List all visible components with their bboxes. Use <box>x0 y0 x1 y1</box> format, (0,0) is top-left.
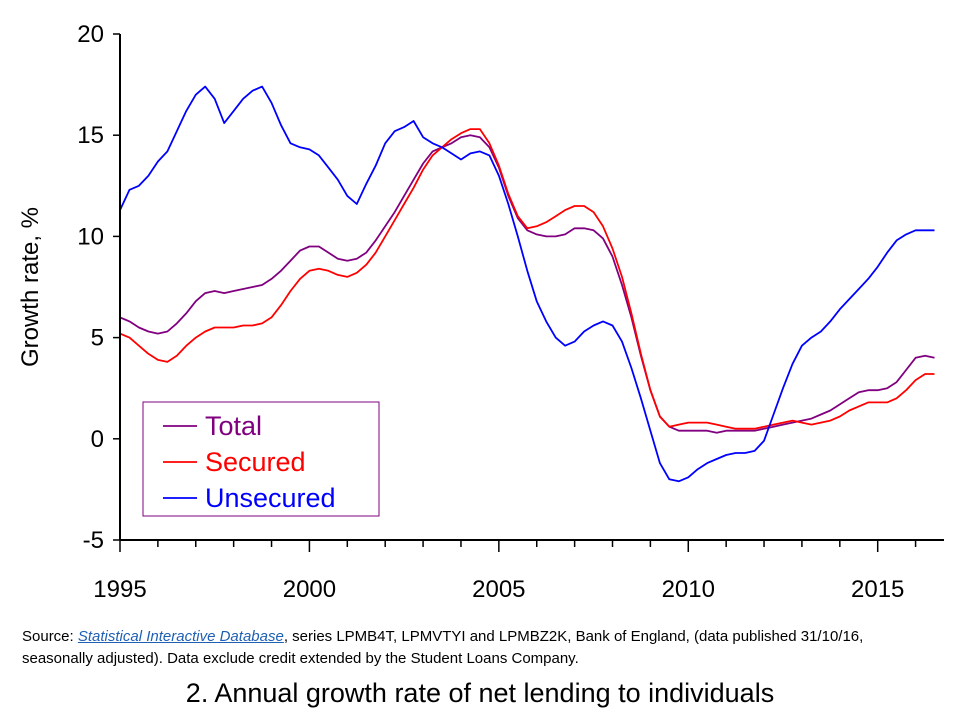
x-tick-label: 2005 <box>472 576 525 603</box>
legend-label-unsecured: Unsecured <box>205 483 336 513</box>
y-tick-label: 20 <box>77 21 104 48</box>
y-tick-label: -5 <box>83 527 104 554</box>
y-ticks: -5 0 5 10 15 20 <box>77 21 120 554</box>
source-link[interactable]: Statistical Interactive Database <box>77 628 284 645</box>
plot-lines <box>119 85 935 483</box>
legend-box <box>142 401 380 517</box>
source-prefix: Source: <box>22 628 78 645</box>
legend-items: Total Secured Unsecured <box>163 411 336 513</box>
x-tick-label: 2000 <box>283 576 336 603</box>
line-chart: -5 0 5 10 15 20 1995 2000 2005 2010 2015 Growth r… <box>17 21 944 603</box>
x-ticks: 1995 2000 2005 2010 2015 <box>93 540 917 603</box>
source-note: Source: Statistical Interactive Database… <box>22 626 922 670</box>
series-line-secured <box>119 128 935 430</box>
legend-label-total: Total <box>205 411 262 441</box>
legend-label-secured: Secured <box>205 447 306 477</box>
series-line-unsecured <box>119 85 935 483</box>
y-tick-label: 5 <box>91 325 104 352</box>
legend: Total Secured Unsecured <box>142 401 380 517</box>
y-tick-label: 10 <box>77 223 104 250</box>
y-axis-title: Growth rate, % <box>17 207 44 367</box>
source-rest: , series LPMB4T, LPMVTYI and LPMBZ2K, Ba… <box>22 628 864 667</box>
x-tick-label: 2015 <box>851 576 904 603</box>
x-tick-label: 1995 <box>93 576 146 603</box>
y-tick-label: 15 <box>77 122 104 149</box>
y-tick-label: 0 <box>91 426 104 453</box>
figure-caption: 2. Annual growth rate of net lending to … <box>185 678 775 708</box>
x-tick-label: 2010 <box>662 576 715 603</box>
series-line-total <box>119 134 935 434</box>
